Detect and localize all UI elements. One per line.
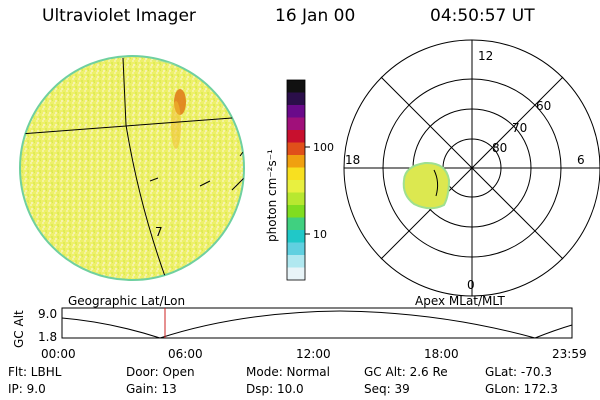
header-date: 16 Jan 00: [275, 6, 356, 26]
colorbar-band: [287, 192, 305, 206]
aurora-streak: [171, 101, 181, 149]
status-door: Door: Open: [126, 365, 195, 379]
aurora-oval: [402, 161, 451, 210]
colorbar-band: [287, 155, 305, 168]
altitude-curve: [61, 310, 573, 339]
status-seq: Seq: 39: [364, 382, 410, 396]
colorbar-gradient: [287, 80, 305, 281]
status-gain: Gain: 13: [126, 382, 177, 396]
disk-annotation: 7: [155, 225, 163, 239]
alt-axis-title: GC Alt: [12, 310, 26, 348]
alt-tick-high: 9.0: [38, 307, 57, 321]
lon-line: [122, 57, 171, 280]
mlt-label-0: 0: [467, 278, 475, 292]
coast-mark: [149, 177, 159, 182]
colorbar-band: [287, 167, 305, 181]
colorbar-band: [287, 92, 305, 106]
status-glat: GLat: -70.3: [485, 365, 552, 379]
colorbar-band: [287, 80, 305, 93]
lat-label-70: 70: [512, 121, 527, 135]
status-ip: IP: 9.0: [8, 382, 46, 396]
alt-tick-low: 1.8: [38, 330, 57, 344]
mlt-label-12: 12: [478, 49, 493, 63]
lat-label-60: 60: [536, 99, 551, 113]
coast-mark: [239, 151, 244, 157]
altitude-plot: 9.0 1.8 GC Alt 00:00 06:00 12:00 18:00 2…: [12, 307, 587, 361]
status-dsp: Dsp: 10.0: [246, 382, 304, 396]
colorbar-tick-label: 100: [313, 141, 334, 154]
colorbar-band: [287, 117, 305, 131]
status-block: Flt: LBHL IP: 9.0 Door: Open Gain: 13 Mo…: [8, 365, 558, 396]
status-flt: Flt: LBHL: [8, 365, 62, 379]
colorbar-band: [287, 205, 305, 218]
colorbar-frame: [286, 79, 306, 281]
colorbar-band: [287, 242, 305, 256]
colorbar: 100 10 photon cm⁻²s⁻¹: [265, 79, 334, 281]
geo-panel-label: Geographic Lat/Lon: [68, 294, 185, 308]
status-gc-alt: GC Alt: 2.6 Re: [364, 365, 448, 379]
status-glon: GLon: 172.3: [485, 382, 558, 396]
mlt-label-18: 18: [345, 153, 360, 167]
status-mode: Mode: Normal: [246, 365, 330, 379]
earth-disk: [19, 55, 245, 281]
x-tick: 06:00: [168, 347, 203, 361]
colorbar-band: [287, 142, 305, 156]
coast-mark: [199, 180, 211, 187]
polar-plot: 12 18 6 0 60 70 80: [343, 39, 600, 297]
colorbar-band: [287, 230, 305, 243]
x-tick: 12:00: [296, 347, 331, 361]
header-title: Ultraviolet Imager: [42, 6, 196, 26]
colorbar-band: [287, 217, 305, 231]
header-time: 04:50:57 UT: [430, 6, 535, 26]
lat-label-80: 80: [492, 141, 507, 155]
oval-boundary: [433, 169, 439, 197]
colorbar-band: [287, 267, 305, 281]
geographic-disk: 7: [19, 55, 245, 281]
colorbar-tick-label: 10: [313, 228, 327, 241]
polar-diag: [380, 76, 564, 260]
colorbar-band: [287, 105, 305, 118]
x-tick: 23:59: [552, 347, 587, 361]
altitude-frame: [61, 307, 573, 339]
x-tick: 18:00: [424, 347, 459, 361]
colorbar-band: [287, 255, 305, 268]
x-tick: 00:00: [41, 347, 76, 361]
mlt-label-6: 6: [577, 153, 585, 167]
colorbar-unit-label: photon cm⁻²s⁻¹: [265, 149, 279, 242]
lat-line: [20, 116, 244, 135]
polar-panel-label: Apex MLat/MLT: [415, 294, 505, 308]
colorbar-band: [287, 130, 305, 143]
colorbar-band: [287, 180, 305, 193]
